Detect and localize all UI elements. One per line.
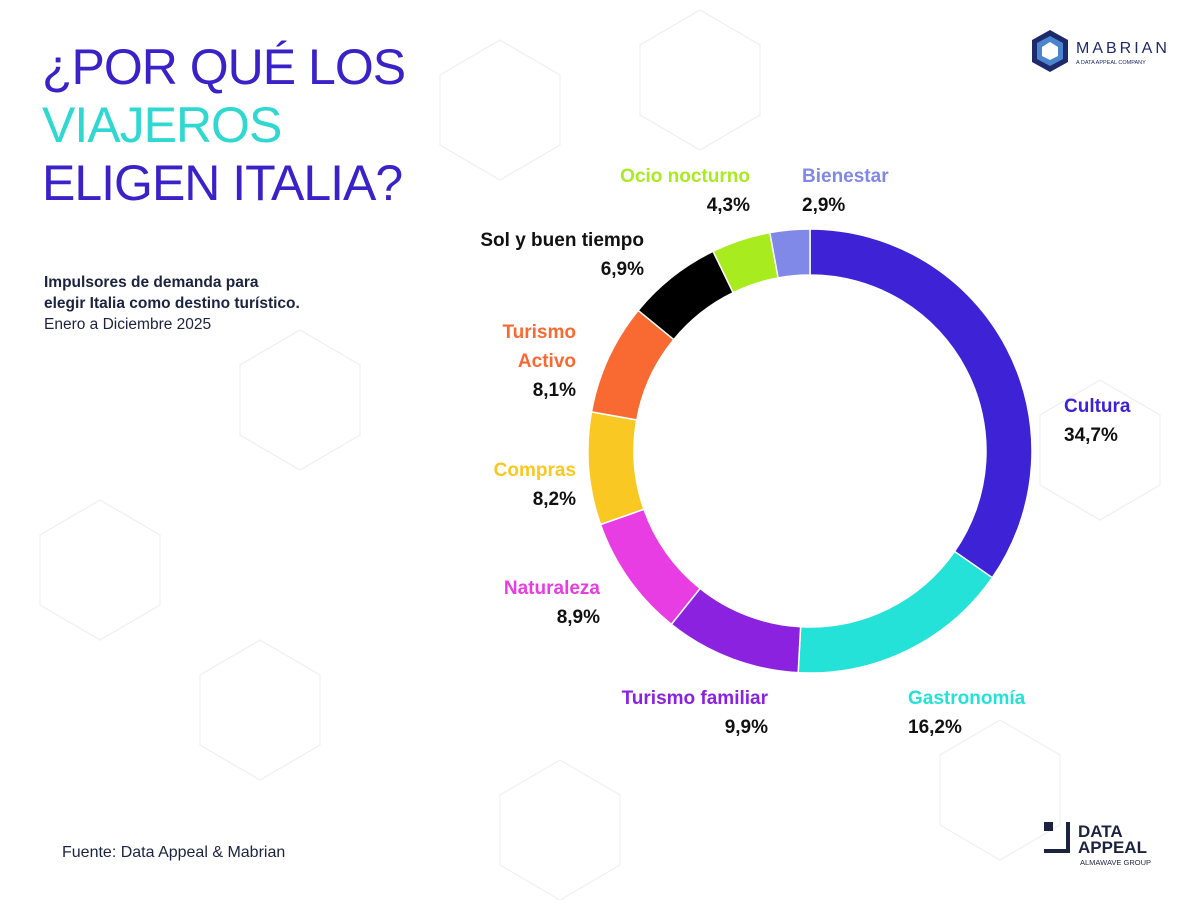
slice-name: Bienestar bbox=[802, 166, 889, 187]
title-line-3: ELIGEN ITALIA? bbox=[42, 155, 403, 211]
slice-name: Ocio nocturno bbox=[620, 166, 750, 187]
slice-value: 16,2% bbox=[908, 717, 962, 738]
slice-value: 8,1% bbox=[532, 380, 576, 401]
slice-label: Turismo Activo 8,1% bbox=[490, 318, 576, 405]
slice-name: Naturaleza bbox=[503, 578, 600, 599]
slice-value: 2,9% bbox=[802, 195, 846, 216]
title-line-2: VIAJEROS bbox=[42, 97, 282, 153]
data-appeal-tagline: ALMAWAVE GROUP bbox=[1080, 858, 1151, 867]
subtitle-line-1: Impulsores de demanda para bbox=[44, 274, 259, 291]
slice-gastronomía bbox=[797, 550, 994, 674]
mabrian-tagline: A DATA APPEAL COMPANY bbox=[1076, 60, 1146, 66]
slice-value: 8,2% bbox=[532, 489, 576, 510]
slice-name: Compras bbox=[493, 460, 576, 481]
slice-label: Gastronomía 16,2% bbox=[908, 684, 1025, 742]
slice-label: Compras 8,2% bbox=[484, 456, 576, 514]
subtitle: Impulsores de demanda para elegir Italia… bbox=[44, 272, 300, 335]
subtitle-line-2: elegir Italia como destino turístico. bbox=[44, 295, 300, 312]
source-note: Fuente: Data Appeal & Mabrian bbox=[62, 844, 286, 861]
slice-naturaleza bbox=[599, 508, 702, 626]
slice-label: Cultura 34,7% bbox=[1064, 392, 1131, 450]
slice-value: 34,7% bbox=[1064, 425, 1118, 446]
slice-name: Gastronomía bbox=[908, 688, 1026, 709]
page-title: ¿POR QUÉ LOS VIAJEROS ELIGEN ITALIA? bbox=[42, 38, 406, 212]
slice-value: 6,9% bbox=[600, 259, 644, 280]
slice-label: Sol y buen tiempo 6,9% bbox=[454, 226, 644, 284]
subtitle-period: Enero a Diciembre 2025 bbox=[44, 316, 212, 333]
slice-bienestar bbox=[768, 228, 811, 279]
slice-compras bbox=[587, 410, 645, 526]
slice-value: 9,9% bbox=[724, 717, 768, 738]
mabrian-logo: MABRIAN A DATA APPEAL COMPANY bbox=[1032, 30, 1170, 72]
slice-name: Turismo Activo bbox=[502, 322, 576, 372]
slice-value: 8,9% bbox=[556, 607, 600, 628]
data-appeal-wordmark-2: APPEAL bbox=[1078, 838, 1147, 857]
slice-name: Cultura bbox=[1064, 396, 1131, 417]
slice-cultura bbox=[809, 228, 1033, 579]
mabrian-wordmark: MABRIAN bbox=[1076, 40, 1170, 57]
slice-label: Bienestar 2,9% bbox=[802, 162, 889, 220]
slice-value: 4,3% bbox=[706, 195, 750, 216]
slice-label: Naturaleza 8,9% bbox=[488, 574, 600, 632]
data-appeal-logo: DATA APPEAL ALMAWAVE GROUP bbox=[1044, 822, 1151, 867]
slice-name: Turismo familiar bbox=[621, 688, 768, 709]
slice-label: Turismo familiar 9,9% bbox=[598, 684, 768, 742]
data-appeal-wordmark-1: DATA bbox=[1078, 822, 1123, 841]
slice-label: Ocio nocturno 4,3% bbox=[600, 162, 750, 220]
slice-name: Sol y buen tiempo bbox=[480, 230, 644, 251]
title-line-1: ¿POR QUÉ LOS bbox=[42, 39, 406, 95]
